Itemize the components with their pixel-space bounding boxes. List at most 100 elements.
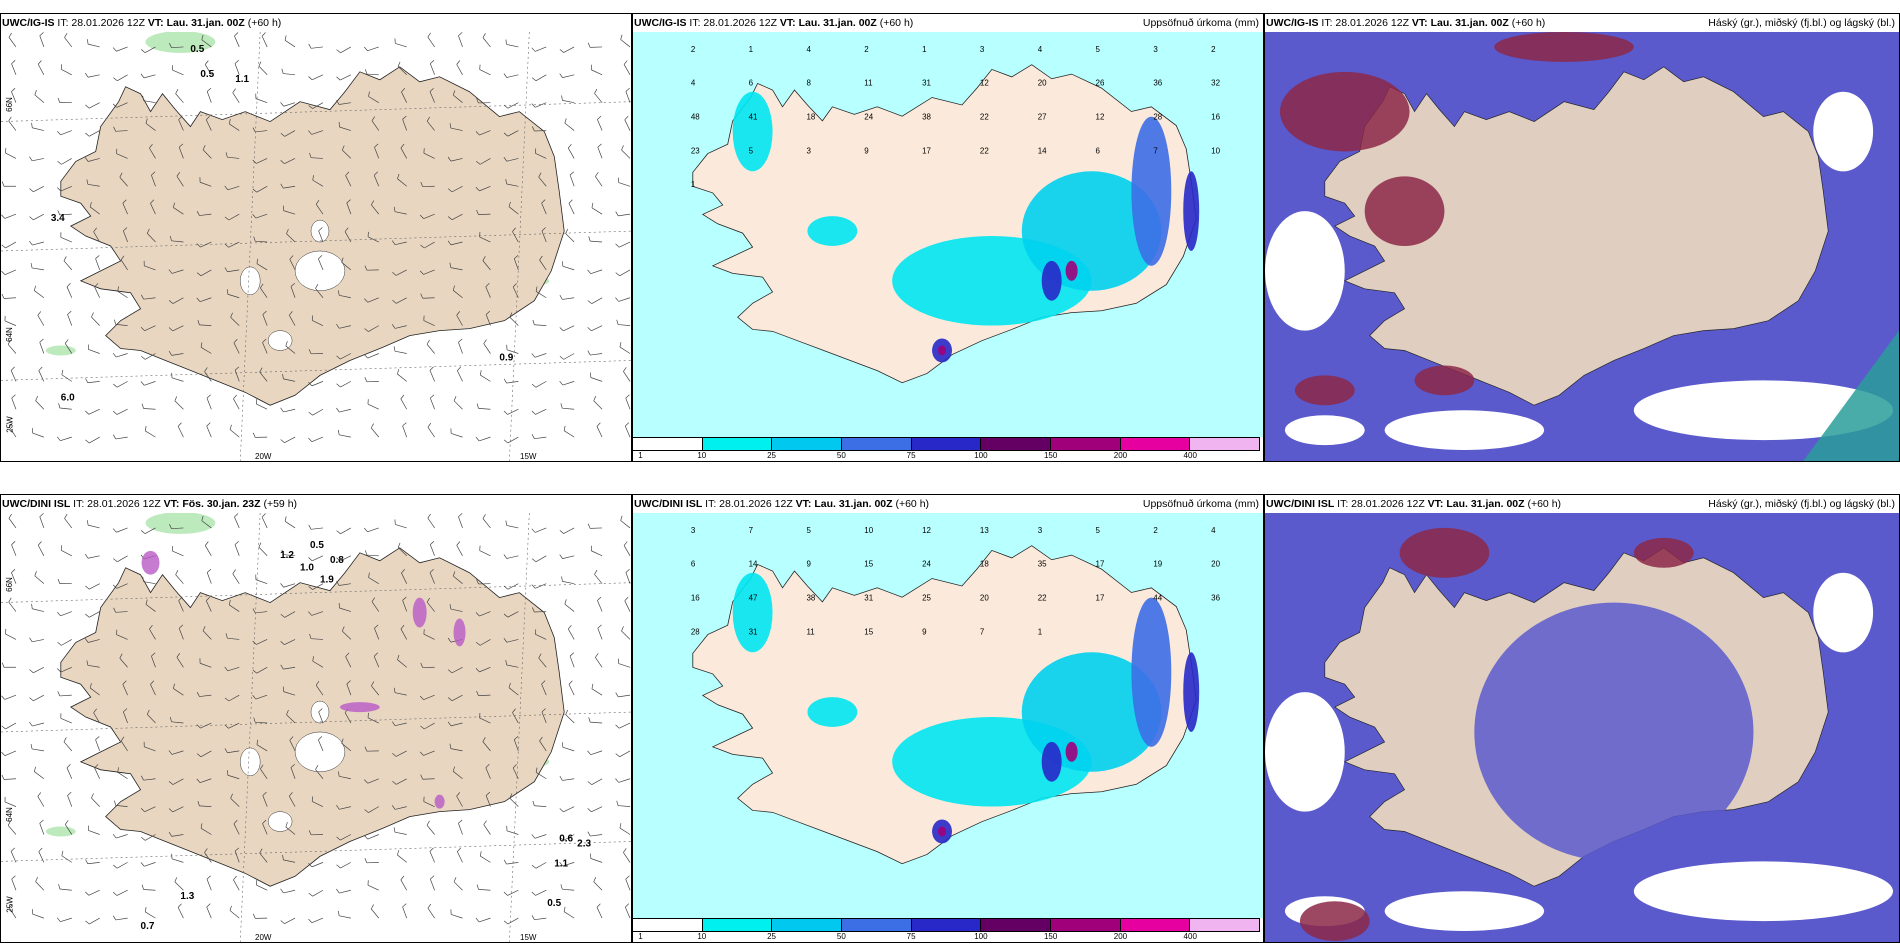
precip-value-label: 36 <box>1153 79 1162 88</box>
panel-title: UWC/DINI ISL IT: 28.01.2026 12Z VT: Lau.… <box>1265 495 1899 513</box>
legend-swatch <box>633 438 703 450</box>
precip-value-label: 11 <box>806 627 815 636</box>
wind-map: 0.5 1.1 3.4 0.5 0.9 6.0 <box>1 32 631 461</box>
panel-precip-top: UWC/IG-IS IT: 28.01.2026 12Z VT: Lau. 31… <box>632 13 1264 462</box>
precip-value-label: 17 <box>922 146 931 155</box>
legend-tick-label: 50 <box>836 451 846 460</box>
precip-value-label: 6 <box>749 79 754 88</box>
cloud-map <box>1265 513 1899 942</box>
legend-swatch <box>772 438 843 450</box>
precip-value-label: 15 <box>864 560 873 569</box>
precip-value-label: 7 <box>1153 146 1158 155</box>
legend-swatch <box>981 919 1052 931</box>
precip-value-label: 24 <box>864 113 873 122</box>
precip-value-label: 2 <box>691 45 696 54</box>
legend-tick-label: 1 <box>638 932 643 941</box>
precip-map: 3 7 5 10 12 13 3 5 2 4 6 14 9 15 24 18 35 17 19 20 16 47 38 31 2… <box>633 513 1263 918</box>
legend-tick-label: 75 <box>906 451 916 460</box>
legend-tick-label: 100 <box>974 451 988 460</box>
legend-swatch <box>1120 919 1191 931</box>
wind-value-label: 0.7 <box>141 921 155 932</box>
wind-value-label: 0.9 <box>499 352 513 363</box>
legend-tick-label: 25 <box>767 932 776 941</box>
precip-value-label: 32 <box>1211 79 1220 88</box>
legend-swatch <box>1051 919 1121 931</box>
legend-tick-label: 150 <box>1043 932 1058 941</box>
legend-swatch <box>842 919 912 931</box>
precip-value-label: 48 <box>691 113 700 122</box>
legend-ticks: 1 10 25 50 75 100 150 200 400 <box>632 932 1260 942</box>
precip-value-label: 20 <box>1038 79 1047 88</box>
wind-value-label: 0.5 <box>310 540 324 551</box>
precip-value-label: 13 <box>980 526 989 535</box>
legend-tick-label: 400 <box>1183 932 1197 941</box>
precip-value-label: 25 <box>922 594 931 603</box>
precip-value-label: 3 <box>806 146 811 155</box>
precip-value-label: 14 <box>749 560 758 569</box>
wind-map-svg: 1.2 1.0 0.8 0.5 1.9 0.6 0.5 1.1 2.3 1.3 0.7 <box>1 513 631 942</box>
legend-tick-label: 200 <box>1113 932 1128 941</box>
wind-value-label: 1.3 <box>180 891 194 902</box>
wind-value-label: 1.0 <box>300 563 314 574</box>
wind-value-label: 0.5 <box>190 44 204 55</box>
precip-value-label: 16 <box>691 594 700 603</box>
wind-value-label: 1.2 <box>280 550 294 561</box>
precip-value-label: 18 <box>980 560 989 569</box>
panel-title: UWC/IG-IS IT: 28.01.2026 12Z VT: Lau. 31… <box>1 14 631 32</box>
wind-map-svg: 0.5 1.1 3.4 0.5 0.9 6.0 <box>1 32 631 461</box>
wind-value-label: 0.6 <box>559 833 573 844</box>
precip-value-label: 1 <box>1038 627 1043 636</box>
lon-label: 20W <box>255 452 272 461</box>
legend-colorbar <box>632 918 1260 932</box>
precip-value-label: 7 <box>980 627 985 636</box>
panel-cloud-bottom: UWC/DINI ISL IT: 28.01.2026 12Z VT: Lau.… <box>1264 494 1900 943</box>
wind-value-label: 1.1 <box>554 858 568 869</box>
lon-label: 25W <box>5 896 15 913</box>
precip-value-label: 35 <box>1038 560 1047 569</box>
precip-map: 2 1 4 2 1 3 4 5 3 2 4 6 8 11 31 12 20 26 36 32 48 41 18 24 38 22 2… <box>633 32 1263 437</box>
precip-value-label: 22 <box>980 113 989 122</box>
precip-value-label: 6 <box>1096 146 1101 155</box>
wind-value-label: 2.3 <box>577 838 591 849</box>
panel-precip-bottom: UWC/DINI ISL IT: 28.01.2026 12Z VT: Lau.… <box>632 494 1264 943</box>
precip-value-label: 2 <box>1153 526 1158 535</box>
precip-value-label: 2 <box>864 45 869 54</box>
precip-value-label: 20 <box>1211 560 1220 569</box>
precip-value-label: 7 <box>749 526 754 535</box>
legend-tick-label: 50 <box>836 932 846 941</box>
legend-swatch <box>1051 438 1121 450</box>
lon-label: 15W <box>520 452 537 461</box>
precip-value-label: 23 <box>691 146 700 155</box>
wind-value-label: 3.4 <box>51 213 65 224</box>
precip-value-label: 3 <box>691 526 696 535</box>
legend-swatch <box>1120 438 1191 450</box>
legend-tick-label: 150 <box>1043 451 1058 460</box>
legend-swatch <box>1190 919 1260 931</box>
legend-ticks: 1 10 25 50 75 100 150 200 400 <box>632 451 1260 461</box>
precip-value-label: 17 <box>1096 594 1105 603</box>
precip-value-label: 31 <box>922 79 931 88</box>
precip-value-label: 22 <box>980 146 989 155</box>
precip-value-label: 47 <box>749 594 758 603</box>
precip-value-label: 5 <box>749 146 754 155</box>
legend-tick-label: 1 <box>638 451 643 460</box>
precip-value-label: 31 <box>864 594 873 603</box>
lat-label: 66N <box>4 97 14 112</box>
lat-label: 66N <box>4 577 14 592</box>
precip-value-label: 17 <box>1096 560 1105 569</box>
precip-value-label: 22 <box>1038 594 1047 603</box>
precip-value-label: 36 <box>1211 594 1220 603</box>
precip-value-label: 18 <box>806 113 815 122</box>
panel-title: UWC/DINI ISL IT: 28.01.2026 12Z VT: Fös.… <box>1 495 631 513</box>
wind-value-label: 1.9 <box>320 575 334 586</box>
lon-label: 25W <box>5 416 15 433</box>
cloud-map-svg <box>1265 513 1899 942</box>
precip-value-label: 1 <box>749 45 754 54</box>
legend-swatch <box>702 919 773 931</box>
lon-label: 15W <box>520 933 537 942</box>
precip-value-label: 9 <box>864 146 869 155</box>
panel-title: UWC/IG-IS IT: 28.01.2026 12Z VT: Lau. 31… <box>633 14 1263 32</box>
precip-value-label: 12 <box>1096 113 1105 122</box>
legend-swatch <box>1190 438 1260 450</box>
